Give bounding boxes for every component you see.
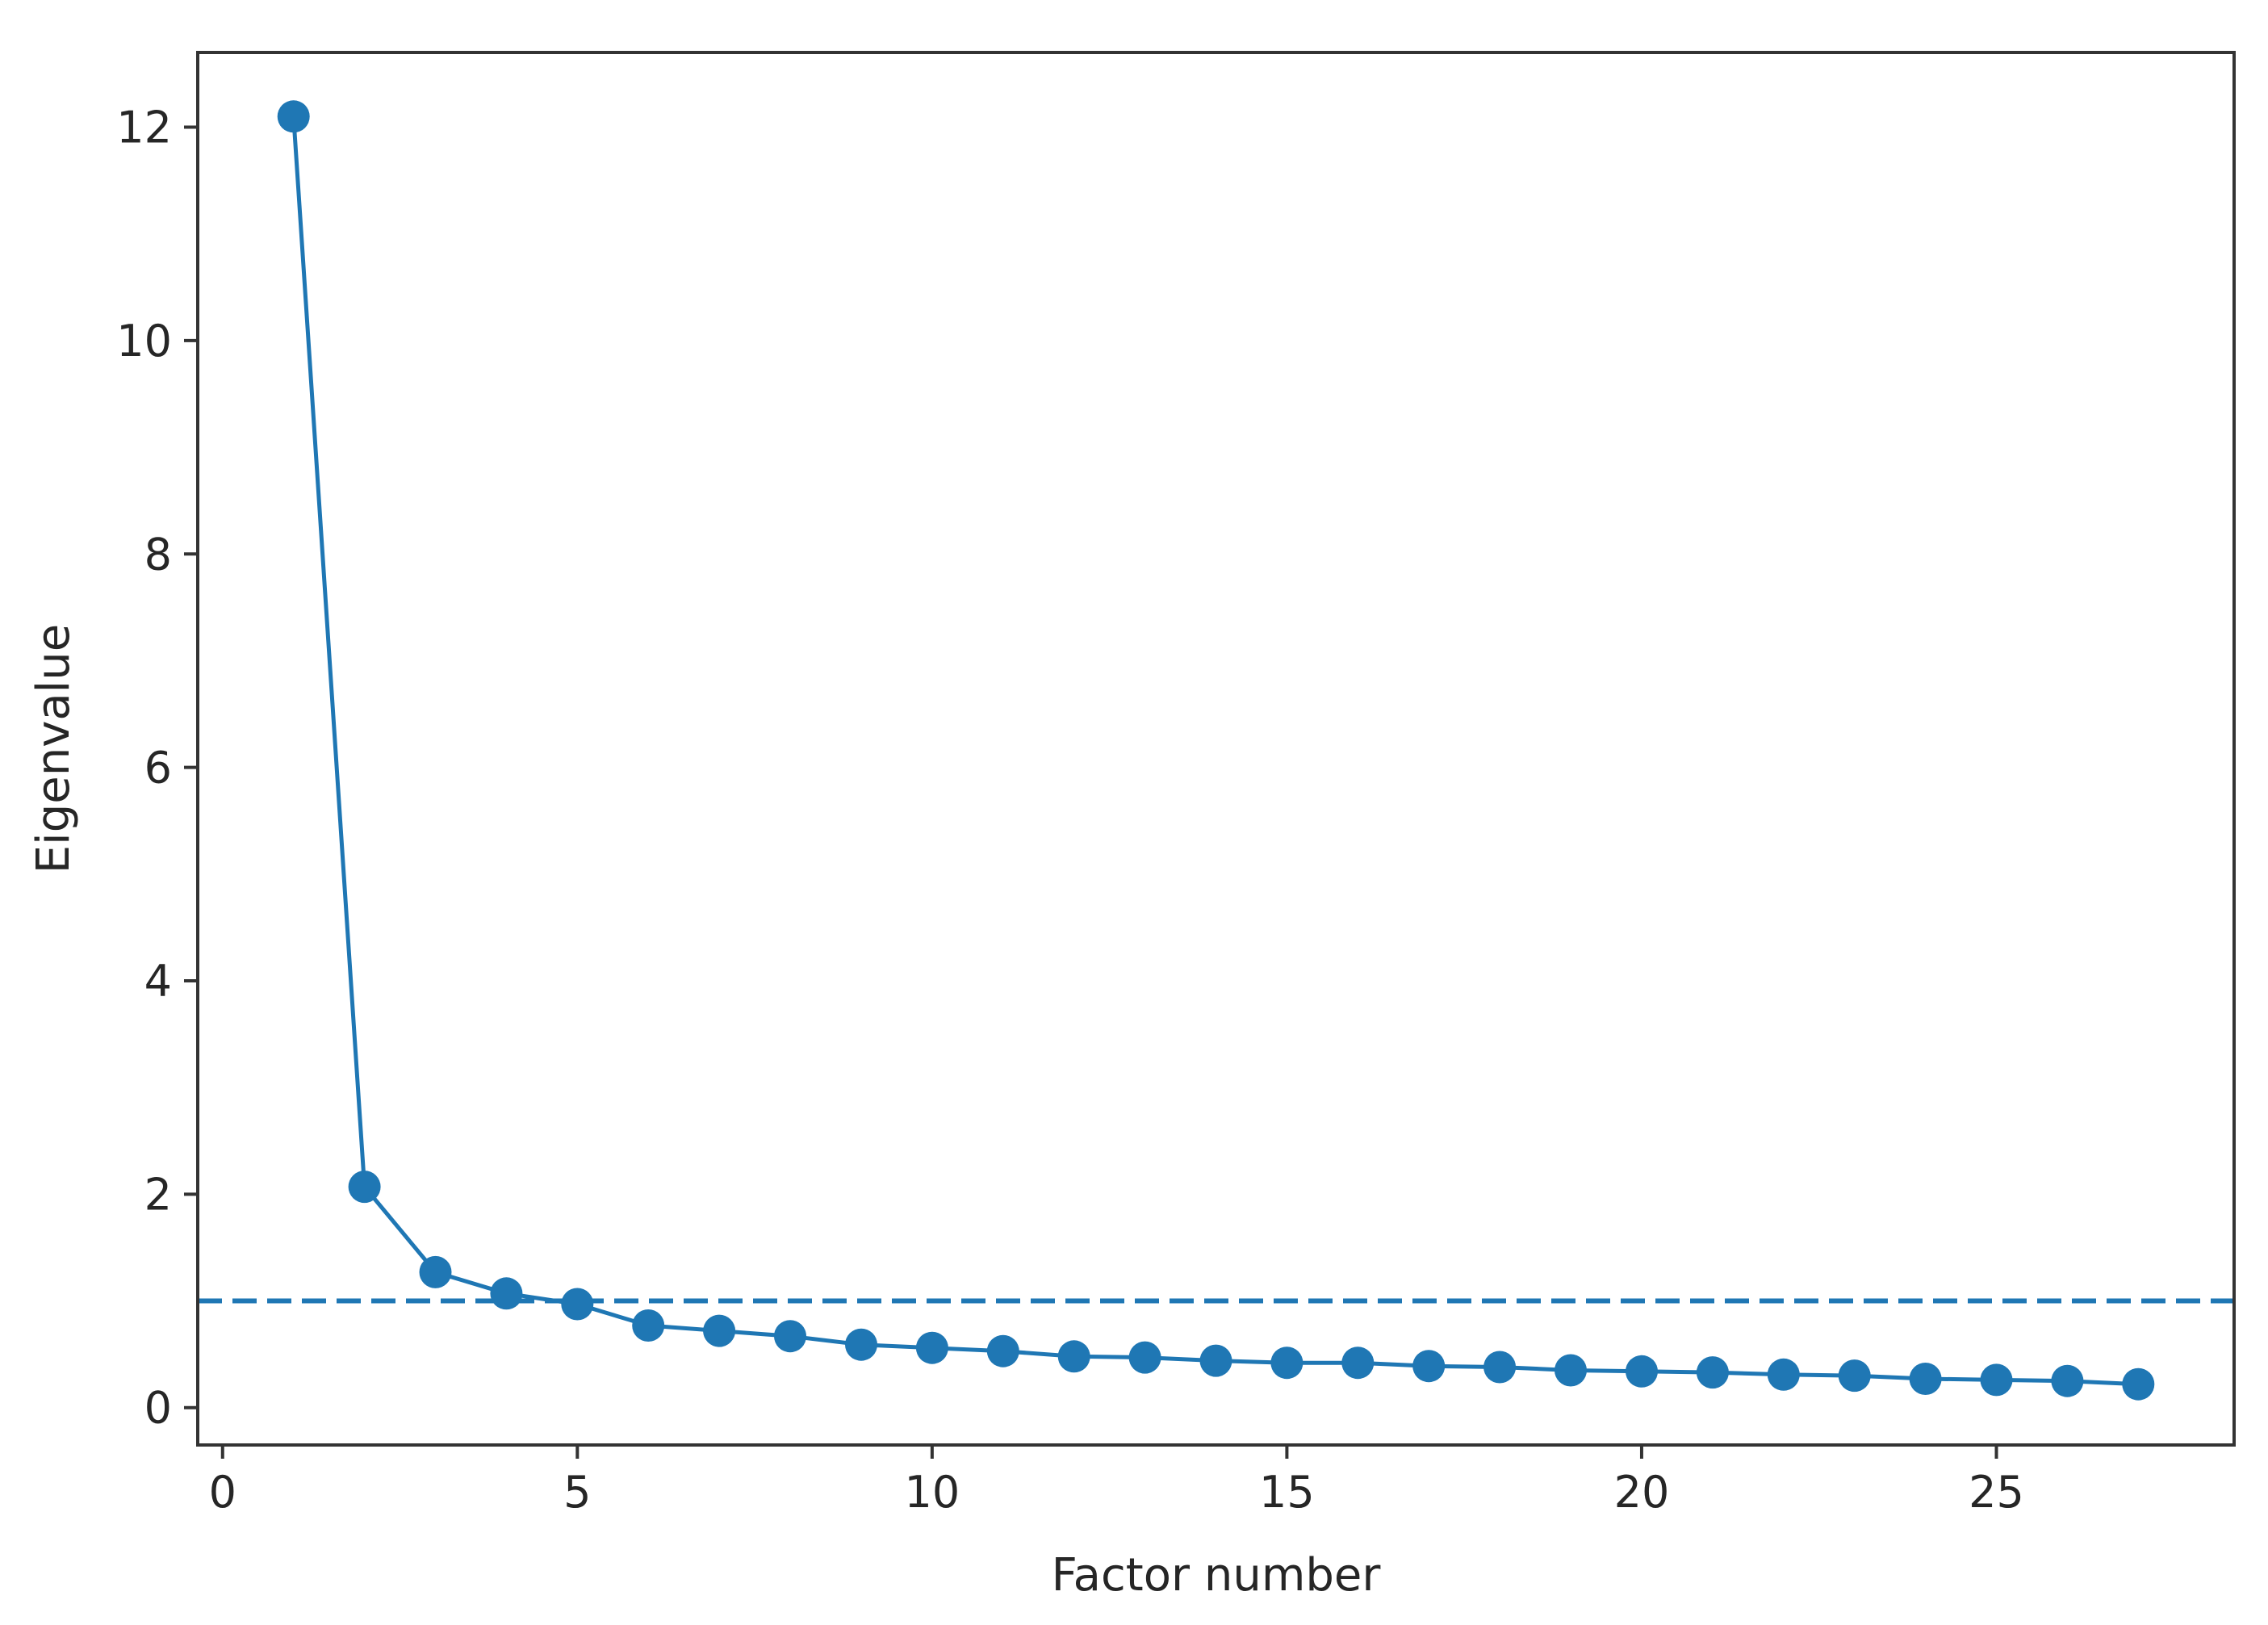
axes: 0 5 10 15 20 25 0 2 4 6 8 10 12 — [116, 51, 2236, 1518]
data-point — [419, 1255, 452, 1288]
data-point — [1980, 1363, 2013, 1397]
data-point — [1412, 1350, 1446, 1383]
data-point — [1909, 1363, 1942, 1395]
data-point — [1057, 1340, 1090, 1373]
y-tick-label: 8 — [144, 529, 172, 580]
plot-frame — [196, 51, 2236, 1447]
data-point — [561, 1288, 594, 1321]
data-point — [1199, 1344, 1232, 1377]
data-point — [1128, 1341, 1161, 1374]
data-point — [1838, 1359, 1871, 1393]
data-point — [490, 1277, 523, 1310]
y-tick-label: 12 — [116, 103, 172, 153]
data-point — [915, 1331, 948, 1364]
y-axis-label: Eigenvalue — [27, 624, 80, 873]
plot-area — [198, 100, 2234, 1401]
y-tick-label: 4 — [144, 956, 172, 1007]
data-point — [1626, 1355, 1658, 1388]
data-point — [1767, 1358, 1800, 1391]
x-tick-label: 20 — [1614, 1467, 1670, 1518]
data-point — [703, 1314, 736, 1347]
x-tick-label: 15 — [1259, 1467, 1315, 1518]
data-point — [2122, 1367, 2155, 1401]
data-point — [277, 100, 310, 133]
data-point — [1270, 1346, 1303, 1380]
y-tick-label: 2 — [144, 1169, 172, 1220]
data-point — [774, 1320, 806, 1353]
x-tick-label: 0 — [209, 1467, 236, 1518]
data-point — [1696, 1356, 1729, 1389]
y-tick-label: 0 — [144, 1383, 172, 1434]
x-tick-label: 5 — [563, 1467, 591, 1518]
x-tick-label: 10 — [905, 1467, 960, 1518]
data-point — [845, 1328, 877, 1361]
data-point — [2051, 1364, 2084, 1397]
data-point — [986, 1334, 1019, 1367]
x-axis-label: Factor number — [1052, 1549, 1382, 1602]
data-point — [1341, 1346, 1375, 1380]
data-point — [1555, 1354, 1587, 1387]
data-point — [632, 1309, 665, 1342]
y-tick-label: 10 — [116, 316, 172, 366]
y-tick-label: 6 — [144, 743, 172, 794]
data-point — [1483, 1351, 1517, 1384]
data-point — [348, 1171, 381, 1204]
x-tick-label: 25 — [1969, 1467, 2024, 1518]
